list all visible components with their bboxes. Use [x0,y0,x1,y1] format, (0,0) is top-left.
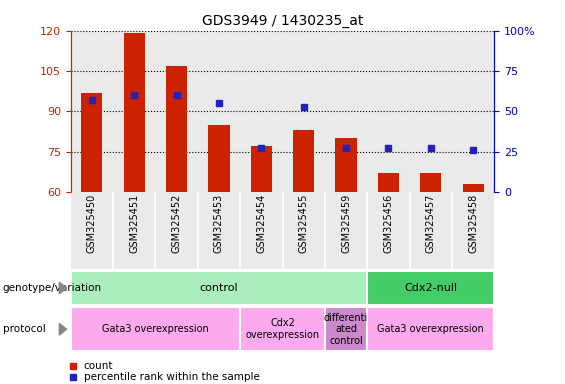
Bar [325,192,367,269]
Polygon shape [59,282,67,294]
Bar [367,192,410,269]
Text: GSM325452: GSM325452 [172,194,181,253]
Bar [410,192,452,269]
Bar [378,173,399,192]
Bar [282,192,325,269]
Title: GDS3949 / 1430235_at: GDS3949 / 1430235_at [202,14,363,28]
Text: Gata3 overexpression: Gata3 overexpression [102,324,208,334]
Bar [155,192,198,269]
Bar [240,307,325,351]
Text: count: count [84,361,113,371]
Text: GSM325454: GSM325454 [257,194,266,253]
Bar [71,271,367,305]
Bar [198,192,240,269]
Bar [155,31,198,192]
Text: differenti
ated
control: differenti ated control [324,313,368,346]
Text: genotype/variation: genotype/variation [3,283,102,293]
Text: GSM325457: GSM325457 [426,194,436,253]
Polygon shape [59,323,67,335]
Bar [367,31,410,192]
Bar [240,31,282,192]
Bar [71,307,240,351]
Text: GSM325458: GSM325458 [468,194,478,253]
Bar [240,192,282,269]
Text: GSM325453: GSM325453 [214,194,224,253]
Bar [367,271,494,305]
Bar [452,192,494,269]
Bar [208,125,229,192]
Text: percentile rank within the sample: percentile rank within the sample [84,372,259,382]
Bar [71,31,113,192]
Text: GSM325451: GSM325451 [129,194,139,253]
Bar [325,31,367,192]
Text: Cdx2
overexpression: Cdx2 overexpression [245,318,320,340]
Text: GSM325450: GSM325450 [87,194,97,253]
Text: protocol: protocol [3,324,46,334]
Bar [293,130,314,192]
Bar [367,307,494,351]
Bar [420,173,441,192]
Bar [124,33,145,192]
Text: GSM325456: GSM325456 [384,194,393,253]
Bar [452,31,494,192]
Bar [198,31,240,192]
Text: control: control [199,283,238,293]
Bar [71,192,113,269]
Bar [282,31,325,192]
Bar [251,146,272,192]
Bar [166,66,187,192]
Text: GSM325455: GSM325455 [299,194,308,253]
Bar [113,192,155,269]
Bar [113,31,155,192]
Bar [463,184,484,192]
Bar [81,93,102,192]
Bar [410,31,452,192]
Text: GSM325459: GSM325459 [341,194,351,253]
Text: Gata3 overexpression: Gata3 overexpression [377,324,484,334]
Text: Cdx2-null: Cdx2-null [404,283,458,293]
Bar [336,138,357,192]
Bar [325,307,367,351]
